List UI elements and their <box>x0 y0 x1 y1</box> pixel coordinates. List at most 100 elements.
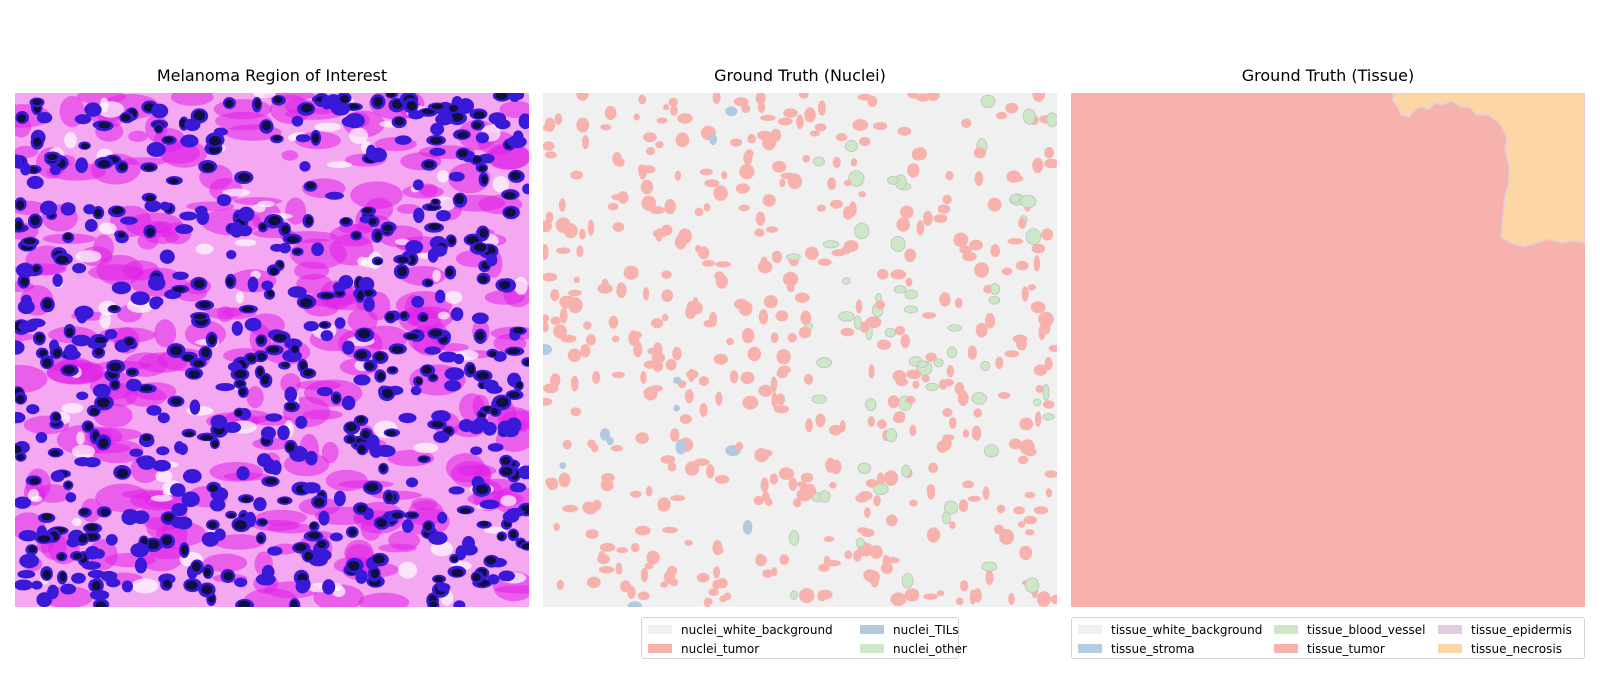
stroma-patch <box>170 93 214 106</box>
nucleus <box>436 210 451 222</box>
nucleus-core <box>503 191 516 199</box>
nucleus-tumor <box>962 429 970 438</box>
stroma-patch <box>15 145 38 158</box>
nucleus-core <box>478 412 486 419</box>
legend-label: tissue_epidermis <box>1471 622 1572 637</box>
stroma-patch <box>161 139 207 168</box>
nucleus-core <box>155 125 162 133</box>
nucleus-core <box>504 208 516 217</box>
nucleus-tumor <box>867 416 875 427</box>
stroma-patch <box>358 592 410 607</box>
nucleus-tumor <box>1038 311 1054 327</box>
nucleus-tumor <box>1019 417 1034 431</box>
nucleus-core <box>91 580 101 591</box>
nucleus-tumor <box>855 299 863 314</box>
nucleus-tumor <box>799 588 815 604</box>
nucleus-tumor <box>905 277 913 287</box>
nucleus-tumor <box>644 562 654 570</box>
nucleus <box>147 275 166 291</box>
nucleus-other <box>901 573 914 589</box>
nucleus-core <box>376 518 388 528</box>
white-space <box>500 495 517 507</box>
nucleus-tumor <box>1019 545 1033 561</box>
nucleus-core <box>254 98 261 109</box>
nucleus-core <box>241 306 254 313</box>
nucleus <box>401 519 414 533</box>
nucleus-tumor <box>967 345 978 360</box>
nucleus <box>15 412 26 424</box>
nucleus <box>507 135 527 149</box>
nucleus <box>76 309 88 324</box>
nucleus-core <box>310 522 317 530</box>
tissue-legend: tissue_white_background tissue_blood_ves… <box>1071 617 1585 659</box>
nucleus-core <box>420 314 428 322</box>
nucleus-core <box>273 96 283 104</box>
white-space <box>326 161 352 168</box>
nucleus-other <box>943 500 959 515</box>
nucleus-til <box>559 462 567 469</box>
nucleus-core <box>98 121 111 129</box>
nucleus-core <box>234 369 247 379</box>
nucleus-core <box>193 313 207 320</box>
stroma-patch <box>213 98 272 120</box>
nucleus-core <box>429 137 443 145</box>
nucleus-other <box>983 444 999 458</box>
nucleus-tumor <box>869 545 883 559</box>
nucleus <box>72 263 87 274</box>
nucleus <box>498 570 515 582</box>
nucleus-tumor <box>830 199 844 209</box>
nucleus-core <box>396 256 409 263</box>
nucleus-tumor <box>685 305 697 319</box>
stroma-patch <box>296 273 333 294</box>
legend-item-tissue-tumor: tissue_tumor <box>1274 641 1426 656</box>
nucleus-tumor <box>667 456 675 466</box>
nucleus-tumor <box>787 173 803 190</box>
nucleus-core <box>163 512 174 522</box>
nucleus-tumor <box>858 136 871 147</box>
nucleus <box>471 312 489 325</box>
nucleus <box>15 154 24 169</box>
nucleus-tumor <box>733 97 749 107</box>
nucleus-tumor <box>787 333 797 343</box>
nucleus <box>15 340 25 355</box>
nucleus-tumor <box>760 477 769 493</box>
nucleus <box>146 141 166 157</box>
white-space <box>413 442 439 454</box>
nucleus <box>26 175 44 190</box>
nucleus-tumor <box>660 581 669 588</box>
legend-label: tissue_stroma <box>1111 641 1195 656</box>
nucleus <box>344 113 365 129</box>
nucleus <box>305 450 318 466</box>
nucleus-tumor <box>922 312 937 319</box>
nuclei-legend: nuclei_white_background nuclei_TILs nucl… <box>641 617 967 659</box>
nucleus-core <box>512 327 525 334</box>
legend-swatch <box>1274 644 1298 653</box>
nucleus-tumor <box>777 117 793 126</box>
nucleus-tumor <box>859 321 870 333</box>
nucleus-tumor <box>873 495 881 507</box>
nucleus-tumor <box>778 467 794 480</box>
nucleus-other <box>855 537 865 548</box>
nucleus-core <box>363 289 374 297</box>
stroma-patch <box>280 373 301 394</box>
nucleus-tumor <box>661 270 672 279</box>
nucleus <box>450 307 464 322</box>
nucleus-tumor <box>877 419 887 429</box>
nucleus-tumor <box>739 164 755 180</box>
nucleus-core <box>422 365 432 374</box>
nucleus-tumor <box>674 234 687 250</box>
nucleus <box>468 420 485 435</box>
nucleus-other <box>903 305 919 314</box>
nucleus-core <box>374 352 386 361</box>
white-space <box>150 494 173 502</box>
nucleus-core <box>84 422 93 431</box>
nucleus <box>410 386 422 396</box>
nucleus-tumor <box>576 245 584 258</box>
nucleus-core <box>98 438 109 449</box>
nucleus-tumor <box>865 571 881 584</box>
nucleus <box>431 410 451 423</box>
nucleus-tumor <box>926 484 936 500</box>
nucleus <box>436 582 451 592</box>
nucleus <box>522 183 529 195</box>
white-space <box>492 175 509 193</box>
